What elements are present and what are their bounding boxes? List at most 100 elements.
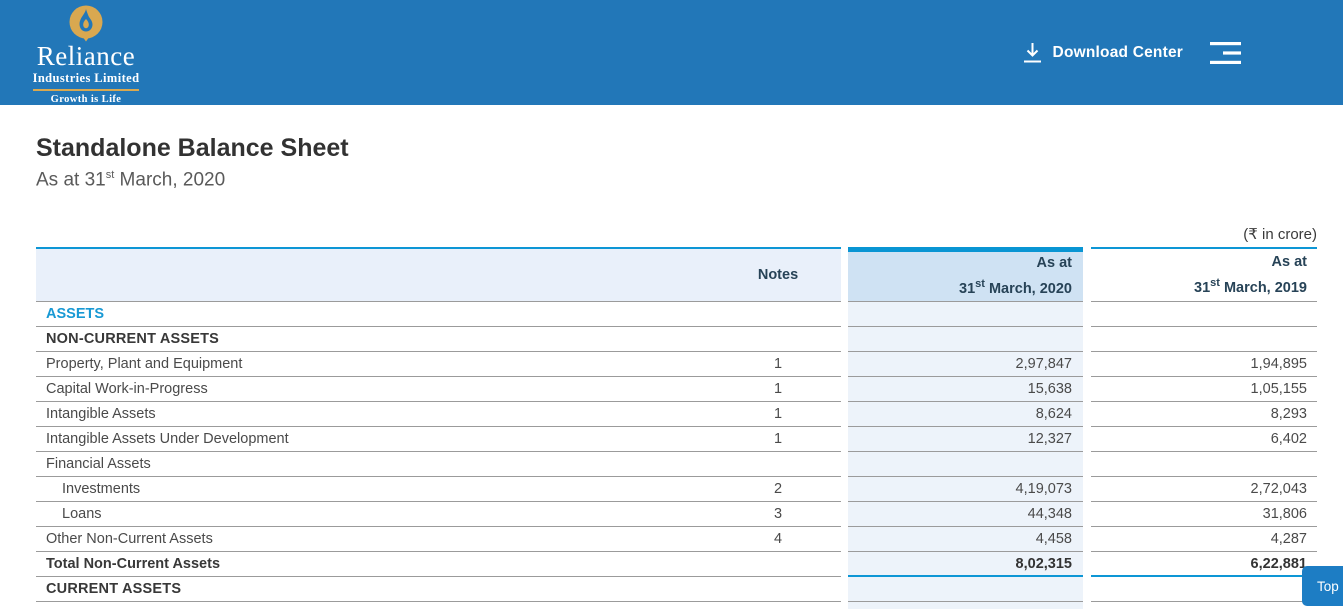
- row-value-2020: 4,19,073: [848, 477, 1083, 502]
- header-2020-cell: As at 31st March, 2020: [848, 247, 1083, 302]
- row-note-number: 2: [715, 477, 841, 502]
- row-note-number: [715, 577, 841, 602]
- table-row: Loans 3 44,348 31,806: [36, 502, 1317, 527]
- column-gap: [841, 602, 848, 609]
- header-notes-cell: Notes: [36, 247, 841, 302]
- row-note-number: 1: [715, 427, 841, 452]
- row-note-number: [715, 552, 841, 577]
- row-label: Investments: [36, 477, 715, 502]
- brand-name: Reliance: [36, 41, 136, 71]
- header-2019-cell: As at 31st March, 2019: [1091, 247, 1317, 302]
- column-gap: [841, 327, 848, 352]
- row-note-number: [715, 302, 841, 327]
- row-note-number: 1: [715, 377, 841, 402]
- table-header-row: Notes As at 31st March, 2020 As at 31st …: [36, 247, 1317, 302]
- column-gap: [841, 377, 848, 402]
- row-label: NON-CURRENT ASSETS: [36, 327, 715, 352]
- row-value-2019: 31,806: [1091, 502, 1317, 527]
- brand-tagline: Growth is Life: [50, 94, 122, 105]
- row-label: Intangible Assets Under Development: [36, 427, 715, 452]
- row-label: Total Non-Current Assets: [36, 552, 715, 577]
- page-title: Standalone Balance Sheet: [36, 134, 349, 162]
- row-value-2020: 15,638: [848, 377, 1083, 402]
- currency-unit-note: (₹ in crore): [1243, 226, 1317, 243]
- table-body: ASSETS NON-CURRENT ASSETS Property, Plan…: [36, 302, 1317, 609]
- column-gap: [841, 527, 848, 552]
- column-gap: [1083, 602, 1091, 609]
- column-gap: [841, 302, 848, 327]
- download-center-label: Download Center: [1052, 43, 1183, 61]
- banner-actions: Download Center: [1022, 0, 1242, 105]
- row-value-2019: [1091, 577, 1317, 602]
- row-value-2019: 1,94,895: [1091, 352, 1317, 377]
- download-center-link[interactable]: Download Center: [1022, 42, 1183, 64]
- row-label: ASSETS: [36, 302, 715, 327]
- column-gap: [841, 402, 848, 427]
- table-row: Total Non-Current Assets 8,02,315 6,22,8…: [36, 552, 1317, 577]
- row-value-2019: 2,72,043: [1091, 477, 1317, 502]
- download-icon: [1023, 42, 1041, 62]
- row-value-2019: 8,293: [1091, 402, 1317, 427]
- page-subtitle: As at 31st March, 2020: [36, 169, 226, 191]
- row-label: Capital Work-in-Progress: [36, 377, 715, 402]
- column-gap: [1083, 302, 1091, 327]
- column-gap: [1083, 377, 1091, 402]
- reliance-flame-icon: [69, 5, 103, 42]
- row-label: Financial Assets: [36, 452, 715, 477]
- column-gap: [841, 352, 848, 377]
- table-row: ASSETS: [36, 302, 1317, 327]
- row-value-2020: [848, 602, 1083, 609]
- row-label: [36, 602, 715, 609]
- row-label: Property, Plant and Equipment: [36, 352, 715, 377]
- column-gap: [841, 452, 848, 477]
- row-note-number: [715, 327, 841, 352]
- row-value-2019: [1091, 327, 1317, 352]
- table-row: CURRENT ASSETS: [36, 577, 1317, 602]
- column-gap: [841, 502, 848, 527]
- column-gap: [1083, 527, 1091, 552]
- column-gap: [841, 427, 848, 452]
- column-gap: [1083, 402, 1091, 427]
- column-gap: [1083, 552, 1091, 577]
- column-gap: [1083, 327, 1091, 352]
- row-value-2019: 6,402: [1091, 427, 1317, 452]
- column-gap: [1083, 452, 1091, 477]
- column-gap: [1083, 577, 1091, 602]
- row-note-number: 3: [715, 502, 841, 527]
- row-value-2019: 4,287: [1091, 527, 1317, 552]
- hamburger-menu-icon[interactable]: [1209, 38, 1242, 68]
- table-row: [36, 602, 1317, 609]
- table-row: NON-CURRENT ASSETS: [36, 327, 1317, 352]
- row-value-2019: [1091, 302, 1317, 327]
- row-note-number: [715, 452, 841, 477]
- table-row: Financial Assets: [36, 452, 1317, 477]
- scroll-to-top-button[interactable]: Top: [1302, 566, 1343, 606]
- row-value-2019: 1,05,155: [1091, 377, 1317, 402]
- table-row: Intangible Assets Under Development 1 12…: [36, 427, 1317, 452]
- column-gap: [841, 477, 848, 502]
- column-gap: [1083, 502, 1091, 527]
- row-note-number: 1: [715, 352, 841, 377]
- row-value-2020: 4,458: [848, 527, 1083, 552]
- column-gap: [841, 577, 848, 602]
- row-value-2020: [848, 452, 1083, 477]
- row-note-number: 4: [715, 527, 841, 552]
- row-value-2019: [1091, 602, 1317, 609]
- row-value-2020: [848, 302, 1083, 327]
- column-gap: [1083, 477, 1091, 502]
- top-banner: Reliance Industries Limited Growth is Li…: [0, 0, 1343, 105]
- row-label: Other Non-Current Assets: [36, 527, 715, 552]
- row-value-2020: 2,97,847: [848, 352, 1083, 377]
- row-value-2020: 44,348: [848, 502, 1083, 527]
- row-value-2020: 8,624: [848, 402, 1083, 427]
- brand-subtitle: Industries Limited: [32, 71, 140, 91]
- row-label: CURRENT ASSETS: [36, 577, 715, 602]
- row-value-2020: [848, 577, 1083, 602]
- row-note-number: [715, 602, 841, 609]
- table-row: Property, Plant and Equipment 1 2,97,847…: [36, 352, 1317, 377]
- column-gap: [1083, 427, 1091, 452]
- row-value-2019: [1091, 452, 1317, 477]
- reliance-logo[interactable]: Reliance Industries Limited Growth is Li…: [30, 5, 142, 105]
- table-row: Intangible Assets 1 8,624 8,293: [36, 402, 1317, 427]
- row-value-2020: 8,02,315: [848, 552, 1083, 577]
